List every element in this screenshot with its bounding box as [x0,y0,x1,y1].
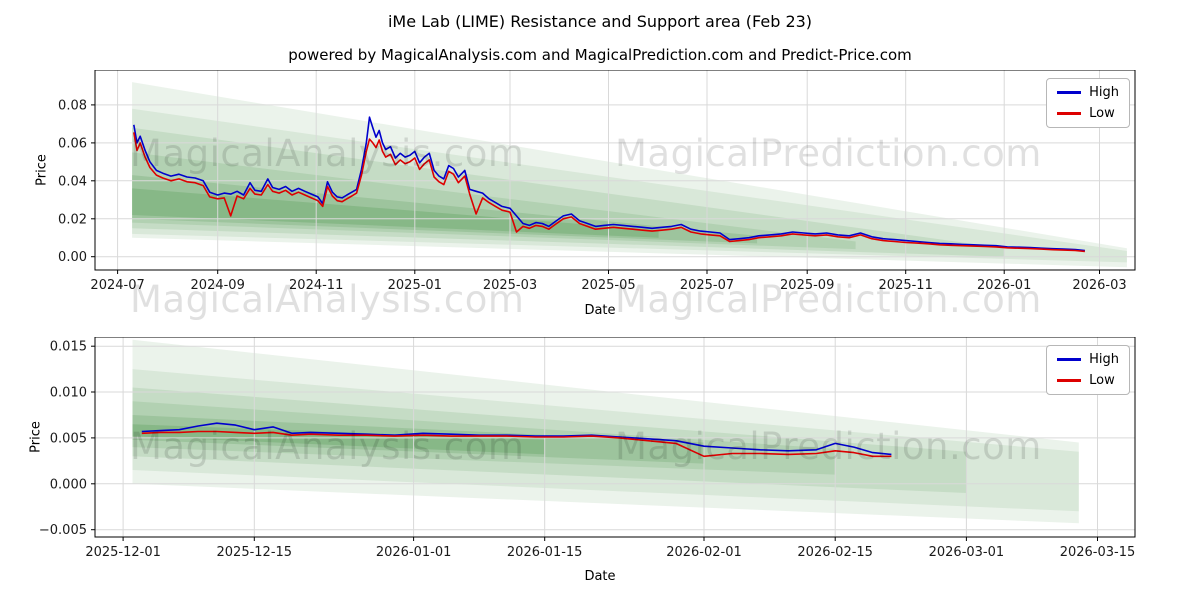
low-line-swatch [1057,112,1082,115]
high-line [133,116,1085,252]
support-resistance-band [132,339,1079,524]
legend-label-low: Low [1089,373,1115,388]
x-tick-label: 2025-09 [780,278,834,293]
legend-item-high: High [1057,352,1119,367]
support-resistance-band [132,369,1079,512]
plot-area [95,337,1135,537]
axes-frame [94,70,1136,271]
plot-area [95,70,1135,270]
x-tick-label: 2025-03 [483,278,537,293]
x-tick-label: 2025-07 [680,278,734,293]
x-tick-label: 2025-12-15 [217,545,293,560]
x-tick-label: 2024-07 [90,278,144,293]
price-chart-top: 2024-07 2024-09 2024-11 2025-01 2025-03 2025-… [58,70,1136,293]
y-tick-label: −0.005 [39,523,87,538]
y-axis-label-bottom: Price [28,421,44,453]
y-tick-label: 0.010 [50,386,87,401]
legend-label-low: Low [1089,106,1115,121]
support-resistance-band [132,127,1005,257]
y-tick-label: 0.02 [58,212,87,227]
page-subtitle: powered by MagicalAnalysis.com and Magic… [288,46,912,64]
x-tick-label: 2026-01 [977,278,1031,293]
price-chart-bottom: 2025-12-01 2025-12-15 2026-01-01 2026-01-15… [39,337,1136,560]
y-tick-label: 0.00 [58,250,87,265]
y-axis-label-top: Price [34,154,50,186]
legend-bottom: High Low [1046,345,1130,395]
support-resistance-band [132,387,967,493]
legend-label-high: High [1089,352,1119,367]
y-tick-label: 0.005 [50,431,87,446]
legend-label-high: High [1089,85,1119,100]
legend-top: High Low [1046,78,1130,128]
y-tick-label: 0.04 [58,174,87,189]
x-tick-label: 2025-12-01 [85,545,161,560]
low-line-swatch [1057,379,1082,382]
legend-item-low: Low [1057,106,1119,121]
y-tick-label: 0.015 [50,340,87,355]
high-line-swatch [1057,91,1082,94]
x-tick-label: 2025-11 [879,278,933,293]
support-resistance-band [132,82,1127,268]
y-tick-label: 0.06 [58,136,87,151]
y-tick-label: 0.08 [58,98,87,113]
x-tick-label: 2026-01-01 [376,545,452,560]
x-axis-label-top: Date [584,303,616,318]
x-tick-label: 2026-02-01 [666,545,742,560]
x-tick-label: 2025-01 [388,278,442,293]
x-tick-label: 2025-05 [581,278,635,293]
x-axis-label-bottom: Date [584,569,616,584]
x-tick-label: 2026-01-15 [507,545,583,560]
low-line [133,132,1085,253]
x-tick-label: 2024-09 [191,278,245,293]
low-line [141,430,892,458]
page-title: iMe Lab (LIME) Resistance and Support ar… [387,12,813,31]
legend-item-high: High [1057,85,1119,100]
legend-item-low: Low [1057,373,1119,388]
x-tick-label: 2024-11 [289,278,343,293]
high-line-swatch [1057,358,1082,361]
x-tick-label: 2026-03 [1072,278,1126,293]
axes-frame [94,337,1136,538]
x-tick-label: 2026-02-15 [797,545,873,560]
x-tick-label: 2026-03-15 [1060,545,1136,560]
y-tick-label: 0.000 [50,477,87,492]
high-line [141,422,892,456]
x-tick-label: 2026-03-01 [929,545,1005,560]
